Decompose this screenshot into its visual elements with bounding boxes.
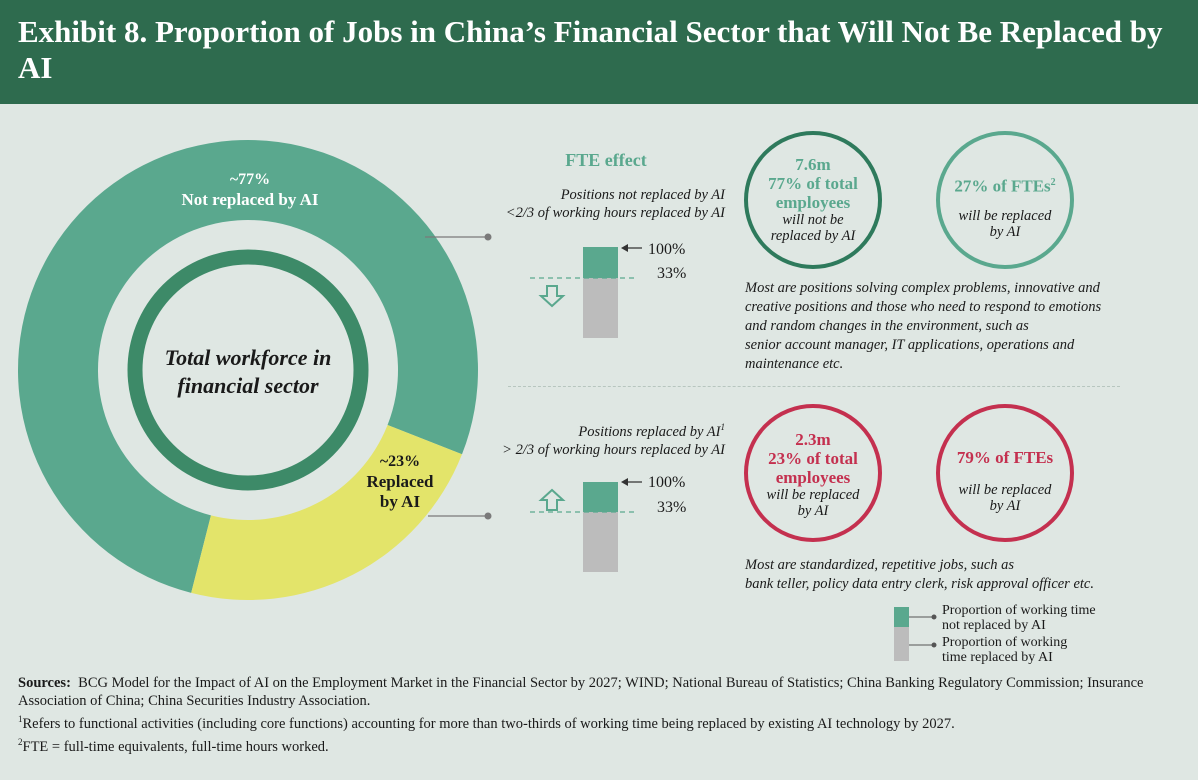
fte-top-bar-chart — [530, 244, 642, 338]
legend-dot-1 — [931, 614, 937, 620]
note-top-line3: and random changes in the environment, s… — [745, 318, 1029, 334]
not-replaced-pct: ~77% — [229, 171, 271, 188]
not-replaced-text: Not replaced by AI — [181, 190, 319, 209]
donut-slice-not-replaced — [17, 139, 478, 593]
stat-top-right-line3: by AI — [989, 223, 1021, 240]
stat-top-left-line5: replaced by AI — [770, 228, 856, 244]
stat-bottom-right-line2: will be replaced — [958, 482, 1052, 498]
footnote-1: Refers to functional activities (includi… — [22, 715, 955, 732]
fte-top-100-arrowhead — [621, 244, 628, 252]
donut-label-replaced: ~23% Replaced by AI — [340, 452, 460, 512]
note-not-replaced: Most are positions solving complex probl… — [745, 279, 1165, 374]
fte-bottom-desc-2: > 2/3 of working hours replaced by AI — [502, 441, 725, 458]
replaced-pct: ~23% — [379, 453, 421, 470]
fte-top-desc: Positions not replaced by AI <2/3 of wor… — [440, 186, 725, 222]
stat-circle-fte-replaced: 79% of FTEs will be replaced by AI — [936, 404, 1074, 542]
fte-bottom-desc: Positions replaced by AI1 > 2/3 of worki… — [440, 418, 725, 459]
center-line-1: Total workforce in — [164, 345, 332, 370]
stat-bottom-left-line2: 23% of total — [768, 449, 858, 468]
note-top-line1: Most are positions solving complex probl… — [745, 280, 1100, 296]
fte-bottom-desc-1: Positions replaced by AI — [578, 423, 721, 440]
legend-item-replaced: Proportion of working time replaced by A… — [942, 635, 1142, 665]
fte-bottom-bar-not-replaced — [583, 482, 618, 512]
legend-2-line1: Proportion of working — [942, 635, 1068, 650]
note-bottom-line1: Most are standardized, repetitive jobs, … — [745, 557, 1015, 573]
legend-dot-2 — [931, 642, 937, 648]
footnote-2-sup: 2 — [18, 736, 23, 747]
stat-bottom-left-line4: will be replaced — [766, 487, 860, 503]
note-top-line4: senior account manager, IT applications,… — [745, 337, 1075, 353]
donut-inner-ring — [127, 249, 369, 491]
center-line-2: financial sector — [177, 373, 319, 398]
legend-swatch-not-replaced — [894, 607, 909, 627]
note-top-line2: creative positions and those who need to… — [745, 299, 1102, 315]
legend-swatches — [894, 607, 937, 661]
stat-top-left-line4: will not be — [782, 212, 844, 228]
donut-slices — [17, 139, 478, 600]
fte-bottom-bar-replaced — [583, 512, 618, 572]
stat-top-right-line1: 27% of FTEs — [954, 176, 1051, 196]
legend-2-line2: time replaced by AI — [942, 650, 1053, 665]
stat-bottom-right-line1: 79% of FTEs — [956, 448, 1054, 467]
donut-chart — [17, 139, 492, 600]
fte-top-label-100: 100% — [648, 241, 686, 258]
replaced-text-1: Replaced — [366, 472, 434, 491]
fte-top-bar-replaced — [583, 278, 618, 338]
replaced-text-2: by AI — [379, 492, 421, 511]
header-bar: Exhibit 8. Proportion of Jobs in China’s… — [0, 0, 1198, 104]
fte-bottom-desc-sup: 1 — [720, 422, 726, 432]
sources-label: Sources: — [18, 675, 71, 691]
leader-dot-not-replaced — [484, 233, 492, 241]
fte-top-label-33: 33% — [657, 265, 687, 282]
legend-1-line1: Proportion of working time — [942, 603, 1096, 618]
stat-circle-replaced-employees: 2.3m 23% of total employees will be repl… — [744, 404, 882, 542]
stat-top-left-line3: employees — [775, 193, 851, 212]
legend-1-line2: not replaced by AI — [942, 618, 1046, 633]
footnote-2: FTE = full-time equivalents, full-time h… — [22, 738, 329, 755]
page-title: Exhibit 8. Proportion of Jobs in China’s… — [18, 14, 1163, 85]
sources-text: BCG Model for the Impact of AI on the Em… — [18, 675, 1144, 709]
fte-bottom-label-100: 100% — [648, 474, 686, 491]
legend-swatch-replaced — [894, 627, 909, 661]
stat-top-left-line1: 7.6m — [795, 155, 831, 174]
stat-bottom-right-line3: by AI — [989, 498, 1021, 514]
stat-top-left-line2: 77% of total — [768, 174, 858, 193]
down-arrow-icon — [538, 285, 566, 308]
note-top-line5: maintenance etc. — [745, 356, 844, 372]
stat-bottom-left-line1: 2.3m — [795, 430, 831, 449]
fte-bottom-100-arrowhead — [621, 478, 628, 486]
leader-dot-replaced — [484, 512, 492, 520]
fte-bottom-bar-chart — [530, 478, 642, 572]
legend-item-not-replaced: Proportion of working time not replaced … — [942, 603, 1142, 633]
note-bottom-line2: bank teller, policy data entry clerk, ri… — [745, 576, 1094, 592]
fte-top-desc-1: Positions not replaced by AI — [560, 187, 725, 203]
note-replaced: Most are standardized, repetitive jobs, … — [745, 556, 1165, 594]
stat-top-right-line2: will be replaced — [958, 207, 1052, 224]
sources-footer: Sources: BCG Model for the Impact of AI … — [18, 674, 1178, 756]
stat-bottom-left-line3: employees — [775, 468, 851, 487]
footnote-1-sup: 1 — [18, 714, 23, 724]
donut-label-not-replaced: ~77% Not replaced by AI — [150, 170, 350, 210]
fte-bottom-label-33: 33% — [657, 499, 687, 516]
stat-bottom-left-line5: by AI — [797, 503, 829, 519]
up-arrow-icon — [538, 488, 566, 511]
donut-slice-replaced — [191, 424, 462, 600]
stat-top-right-sup: 2 — [1050, 177, 1056, 188]
fte-top-bar-not-replaced — [583, 247, 618, 278]
fte-top-desc-2: <2/3 of working hours replaced by AI — [505, 205, 725, 221]
stat-circle-not-replaced-employees: 7.6m 77% of total employees will not be … — [744, 131, 882, 269]
section-divider — [508, 386, 1120, 387]
donut-center-label: Total workforce in financial sector — [138, 344, 358, 400]
fte-effect-title: FTE effect — [565, 150, 647, 170]
stat-circle-fte-not-replaced: 27% of FTEs2 will be replaced by AI — [936, 131, 1074, 269]
